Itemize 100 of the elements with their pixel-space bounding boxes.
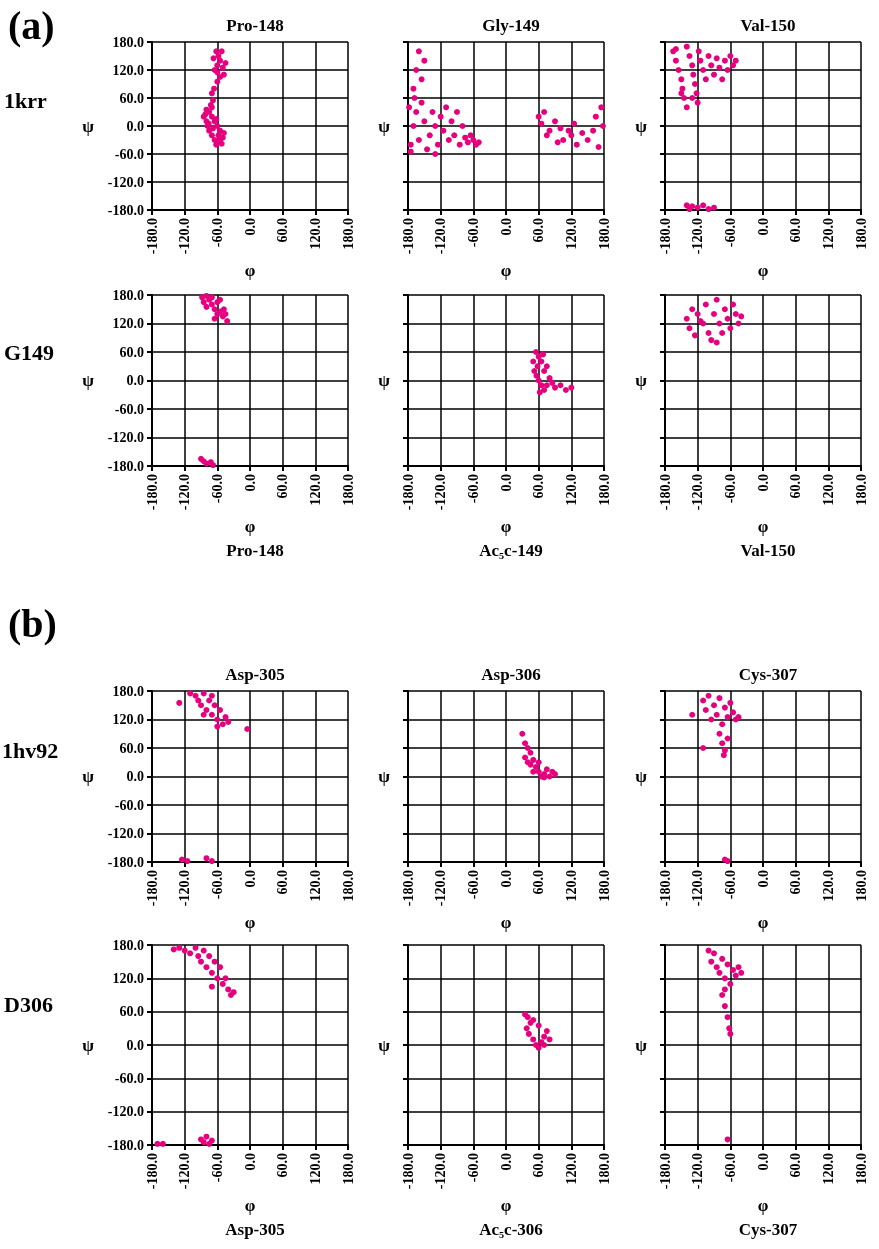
- y-tick-label: 60.0: [119, 1004, 144, 1020]
- text: D306: [4, 992, 53, 1018]
- x-tick-label: -60.0: [722, 870, 738, 900]
- y-tick-label: -120.0: [107, 430, 144, 445]
- x-tick-label: -120.0: [433, 474, 449, 511]
- x-tick-label: 60.0: [275, 218, 291, 243]
- y-tick-label: 120.0: [112, 316, 144, 331]
- x-tick-label: 0.0: [498, 870, 514, 888]
- x-tick-label: 120.0: [563, 218, 579, 250]
- x-tick-label: -60.0: [209, 474, 225, 504]
- y-tick-label: -60.0: [114, 401, 144, 417]
- x-tick-label: 60.0: [788, 1153, 804, 1178]
- x-tick-label: -120.0: [690, 474, 706, 511]
- y-axis-title: ψ: [635, 371, 648, 390]
- x-tick-label: -60.0: [465, 870, 481, 900]
- x-tick-label: 0.0: [498, 1153, 514, 1171]
- x-tick-label: -180.0: [400, 1153, 416, 1190]
- x-tick-label: 180.0: [853, 474, 869, 506]
- x-tick-label: 180.0: [853, 218, 869, 250]
- x-tick-label: 0.0: [242, 474, 258, 492]
- x-tick-label: 180.0: [853, 1153, 869, 1185]
- x-tick-label: 0.0: [755, 218, 771, 236]
- x-tick-label: 60.0: [275, 870, 291, 895]
- x-tick-label: 180.0: [340, 870, 356, 902]
- x-tick-label: -180.0: [400, 474, 416, 511]
- x-tick-label: -180.0: [657, 870, 673, 907]
- x-tick-label: -60.0: [465, 218, 481, 248]
- text: Val-150: [740, 541, 796, 560]
- x-tick-label: 0.0: [242, 870, 258, 888]
- y-tick-label: -180.0: [107, 1137, 144, 1153]
- x-tick-label: 60.0: [788, 218, 804, 243]
- x-tick-label: 0.0: [755, 870, 771, 888]
- x-tick-label: 120.0: [563, 1153, 579, 1185]
- x-tick-label: -120.0: [177, 474, 193, 511]
- x-axis-title: φ: [757, 913, 769, 933]
- y-axis-title: ψ: [378, 1035, 391, 1055]
- x-axis-title: φ: [500, 1196, 512, 1216]
- x-tick-label: 60.0: [275, 474, 291, 499]
- x-tick-label: -120.0: [690, 218, 706, 255]
- y-axis-title: ψ: [635, 767, 648, 786]
- x-tick-label: -120.0: [177, 870, 193, 907]
- x-tick-label: -120.0: [177, 218, 193, 255]
- chart-title: Val-150: [740, 16, 796, 35]
- x-tick-label: 60.0: [531, 1153, 547, 1178]
- x-axis-title: φ: [757, 1196, 769, 1216]
- x-tick-label: -120.0: [690, 870, 706, 907]
- y-tick-label: 60.0: [119, 344, 144, 360]
- x-tick-label: 60.0: [275, 1153, 291, 1178]
- x-tick-label: -120.0: [177, 1153, 193, 1190]
- y-tick-label: -180.0: [107, 202, 144, 218]
- text: 1krr: [4, 88, 47, 114]
- y-tick-label: 60.0: [119, 740, 144, 756]
- y-tick-label: -60.0: [114, 1070, 144, 1086]
- x-tick-label: 60.0: [531, 218, 547, 243]
- y-tick-label: -120.0: [107, 826, 144, 841]
- x-tick-label: 180.0: [596, 870, 612, 902]
- y-tick-label: -180.0: [107, 854, 144, 870]
- y-axis-title: ψ: [82, 371, 95, 390]
- y-tick-label: -120.0: [107, 1104, 144, 1120]
- text: Ac₅c-149: [479, 541, 543, 560]
- x-tick-label: 180.0: [596, 218, 612, 250]
- x-tick-label: -60.0: [722, 1153, 738, 1183]
- x-tick-label: -60.0: [465, 474, 481, 504]
- x-tick-label: 120.0: [563, 870, 579, 902]
- y-axis-title: ψ: [378, 371, 391, 390]
- y-tick-label: 0.0: [126, 373, 144, 388]
- x-tick-label: 120.0: [820, 474, 836, 506]
- x-axis-title: φ: [244, 913, 256, 933]
- x-tick-label: 60.0: [531, 474, 547, 499]
- x-tick-label: 0.0: [498, 218, 514, 236]
- x-tick-label: -180.0: [657, 474, 673, 511]
- x-axis-title: φ: [757, 517, 769, 537]
- text: Ac₅c-306: [479, 1220, 543, 1239]
- x-tick-label: 60.0: [788, 474, 804, 499]
- x-tick-label: 180.0: [596, 474, 612, 506]
- y-tick-label: 180.0: [112, 937, 144, 953]
- y-axis-title: ψ: [82, 116, 95, 136]
- y-tick-label: 120.0: [112, 712, 144, 727]
- x-tick-label: 0.0: [242, 218, 258, 236]
- x-tick-label: 180.0: [340, 474, 356, 506]
- y-tick-label: -180.0: [107, 458, 144, 474]
- y-axis-title: ψ: [82, 1035, 95, 1055]
- x-tick-label: 60.0: [788, 870, 804, 895]
- x-tick-label: -60.0: [209, 218, 225, 248]
- x-tick-label: 120.0: [307, 474, 323, 506]
- y-tick-label: 180.0: [112, 683, 144, 699]
- x-tick-label: -60.0: [465, 1153, 481, 1183]
- chart-title: Asp-306: [481, 665, 541, 684]
- text: (b): [8, 600, 57, 647]
- x-tick-label: 0.0: [755, 1153, 771, 1171]
- x-axis-title: φ: [757, 261, 769, 281]
- x-tick-label: 120.0: [820, 218, 836, 250]
- x-tick-label: 180.0: [596, 1153, 612, 1185]
- x-tick-label: 180.0: [853, 870, 869, 902]
- y-tick-label: 120.0: [112, 970, 144, 986]
- y-tick-label: 180.0: [112, 34, 144, 50]
- chart-title: Gly-149: [482, 16, 540, 35]
- chart-title: Asp-305: [225, 665, 285, 684]
- y-tick-label: 0.0: [126, 118, 144, 134]
- y-tick-label: 0.0: [126, 1037, 144, 1053]
